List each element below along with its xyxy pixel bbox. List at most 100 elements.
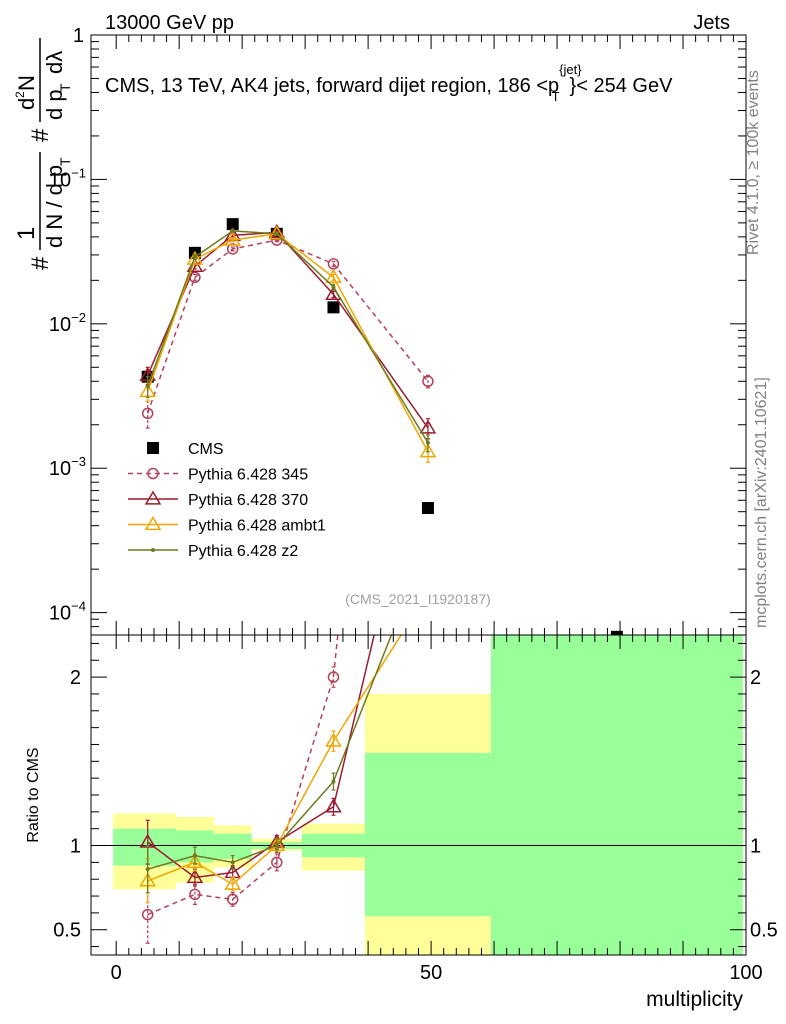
- legend-marker-pythia-6-428-ambt1: [144, 516, 162, 531]
- analysis-watermark: (CMS_2021_I1920187): [345, 591, 491, 607]
- ratio-y-tick-label-left: 1: [70, 836, 81, 858]
- legend-label-cms: CMS: [188, 441, 224, 458]
- main-point-pythia-6-428-ambt1: [186, 250, 204, 265]
- ratio-point-pythia-6-428-ambt1: [224, 875, 242, 890]
- mcplots-label: mcplots.cern.ch [arXiv:2401.10621]: [753, 377, 770, 628]
- ratio-point-pythia-6-428-345: [327, 671, 340, 683]
- main-series-group: [139, 218, 623, 635]
- main-point-pythia-6-428-z2: [230, 228, 235, 233]
- ratio-point-pythia-6-428-345: [189, 888, 201, 901]
- rivet-label: Rivet 4.1.0, ≥ 100k events: [745, 70, 762, 255]
- main-point-pythia-6-428-z2: [192, 255, 197, 260]
- main-point-cms: [327, 301, 340, 314]
- main-y-axis-label: # 1 d N / d p T # d 2 N d p T dλ: [13, 38, 73, 270]
- ratio-point-pythia-6-428-370: [421, 401, 435, 413]
- energy-label: 13000 GeV pp: [105, 12, 234, 34]
- legend-marker-pythia-6-428-370: [144, 490, 162, 505]
- main-point-pythia-6-428-345: [226, 243, 239, 255]
- x-tick-label: 50: [420, 962, 442, 984]
- main-y-tick-label: 10−3: [49, 454, 86, 480]
- ylabel-n: N: [14, 75, 39, 91]
- ratio-point-pythia-6-428-z2: [426, 540, 430, 544]
- ratio-y-tick-label-right: 2: [750, 667, 761, 689]
- main-line-pythia-6-428-z2: [146, 230, 429, 444]
- main-line-pythia-6-428-370: [146, 231, 429, 429]
- main-point-pythia-6-428-z2: [145, 384, 150, 389]
- main-point-pythia-6-428-ambt1: [268, 225, 286, 240]
- ratio-point-pythia-6-428-345: [271, 856, 283, 869]
- ratio-band-green: [490, 635, 743, 955]
- ylabel-sub-t2: T: [57, 83, 73, 92]
- ylabel-dpt: d p: [42, 89, 67, 120]
- ratio-point-pythia-6-428-ambt1: [325, 732, 342, 747]
- legend-label-pythia-6-428-370: Pythia 6.428 370: [188, 492, 308, 509]
- main-point-pythia-6-428-z2: [425, 440, 430, 445]
- legend-marker-pythia-6-428-z2: [151, 548, 155, 552]
- ratio-axis-ticks: 0.5 0.5 1 1 2 2 0 50 100: [53, 635, 778, 984]
- legend-label-pythia-6-428-z2: Pythia 6.428 z2: [188, 543, 298, 560]
- ylabel-dn-dpt: d N / d p: [42, 165, 67, 248]
- main-point-pythia-6-428-370: [419, 419, 437, 434]
- ratio-band-green: [364, 752, 491, 917]
- main-title-sub: T: [552, 89, 560, 104]
- main-point-pythia-6-428-ambt1: [419, 443, 437, 458]
- ratio-point-pythia-6-428-z2: [331, 779, 336, 784]
- ylabel-d: d: [14, 98, 39, 110]
- x-tick-label: 0: [111, 962, 122, 984]
- ratio-point-pythia-6-428-z2: [230, 860, 235, 865]
- main-line-pythia-6-428-ambt1: [146, 233, 429, 453]
- main-point-pythia-6-428-ambt1: [224, 231, 242, 246]
- ylabel-hash-1: #: [27, 256, 54, 270]
- legend-marker-pythia-6-428-345: [147, 467, 159, 480]
- ratio-point-pythia-6-428-370: [186, 869, 204, 884]
- ratio-point-pythia-6-428-z2: [192, 853, 197, 858]
- ylabel-sub-t: T: [57, 157, 73, 166]
- legend: CMS Pythia 6.428 345 Pythia 6.428 370 Pythi…: [128, 441, 326, 560]
- main-y-tick-label: 10−2: [49, 310, 86, 336]
- main-point-pythia-6-428-345: [422, 375, 434, 388]
- x-tick-label: 100: [729, 962, 762, 984]
- main-point-pythia-6-428-ambt1: [325, 268, 342, 283]
- main-point-cms: [421, 502, 434, 515]
- ylabel-dlambda: dλ: [42, 51, 67, 74]
- main-point-cms: [610, 630, 623, 635]
- ylabel-one: 1: [13, 227, 40, 240]
- x-axis-label: multiplicity: [646, 988, 743, 1011]
- ratio-point-pythia-6-428-370: [325, 798, 342, 813]
- ratio-y-tick-label-right: 0.5: [750, 920, 778, 942]
- ratio-line-pythia-6-428-z2: [147, 635, 393, 870]
- ratio-point-pythia-6-428-ambt1: [186, 853, 204, 869]
- ratio-y-tick-label-left: 0.5: [53, 920, 81, 942]
- main-point-pythia-6-428-345: [141, 407, 154, 420]
- legend-label-pythia-6-428-ambt1: Pythia 6.428 ambt1: [188, 518, 326, 535]
- ratio-series-group: [139, 401, 435, 944]
- main-title-suffix: }< 254 GeV: [570, 75, 674, 97]
- main-y-tick-label: 1: [73, 25, 84, 47]
- legend-marker-cms: [147, 442, 159, 454]
- main-point-pythia-6-428-z2: [274, 231, 279, 236]
- ratio-point-pythia-6-428-z2: [274, 843, 279, 848]
- ratio-point-pythia-6-428-z2: [145, 867, 150, 872]
- main-point-cms: [226, 218, 239, 231]
- main-title-sup: {jet}: [559, 62, 582, 77]
- legend-label-pythia-6-428-345: Pythia 6.428 345: [188, 467, 308, 484]
- ratio-point-pythia-6-428-345: [141, 908, 154, 921]
- ratio-y-tick-label-right: 1: [750, 836, 761, 858]
- ratio-band-green: [213, 833, 252, 859]
- main-title: CMS, 13 TeV, AK4 jets, forward dijet reg…: [105, 62, 673, 104]
- ylabel-hash-2: #: [27, 128, 54, 142]
- category-label: Jets: [693, 12, 730, 34]
- ratio-point-pythia-6-428-345: [226, 893, 239, 906]
- ratio-y-tick-label-left: 2: [70, 667, 81, 689]
- ratio-line-pythia-6-428-ambt1: [147, 635, 402, 886]
- ylabel-two: 2: [13, 91, 27, 98]
- main-y-tick-label: 10−1: [49, 165, 86, 191]
- main-line-pythia-6-428-345: [146, 239, 429, 414]
- main-title-text: CMS, 13 TeV, AK4 jets, forward dijet reg…: [105, 75, 559, 97]
- main-point-pythia-6-428-z2: [331, 284, 336, 289]
- ratio-uncertainty-bands: [113, 635, 743, 955]
- main-y-tick-label: 10−4: [49, 599, 86, 625]
- ratio-line-pythia-6-428-345: [147, 635, 339, 916]
- ratio-y-axis-label: Ratio to CMS: [25, 747, 42, 842]
